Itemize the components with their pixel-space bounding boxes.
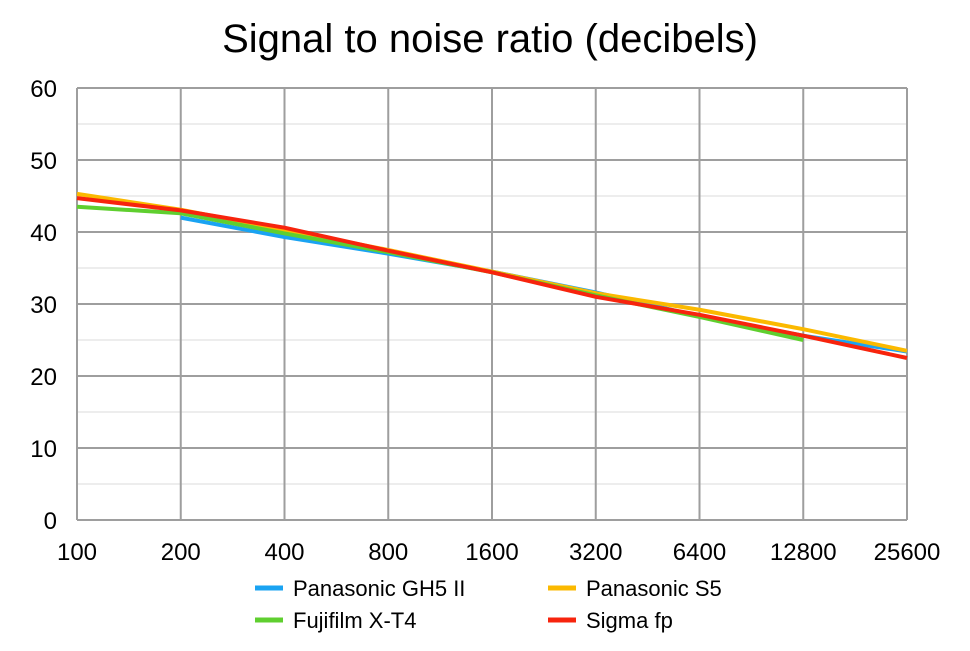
legend-item: Sigma fp	[548, 608, 673, 633]
series-line-fujifilm-x-t4	[76, 204, 804, 342]
axis-labels: 0 10 20 30 40 50 60 100 200 400 800 1600 3200 6400 128…	[30, 76, 940, 566]
series-line-sigma-fp	[76, 196, 908, 360]
y-tick-label: 60	[30, 76, 57, 103]
legend-label: Panasonic S5	[586, 576, 722, 601]
x-tick-label: 6400	[673, 539, 726, 566]
y-tick-label: 50	[30, 148, 57, 175]
y-tick-label: 40	[30, 220, 57, 247]
x-tick-label: 800	[368, 539, 408, 566]
legend-item: Panasonic S5	[548, 576, 722, 601]
x-tick-label: 100	[57, 539, 97, 566]
legend-item: Panasonic GH5 II	[255, 576, 465, 601]
legend-item: Fujifilm X-T4	[255, 608, 416, 633]
y-tick-label: 20	[30, 364, 57, 391]
legend-label: Sigma fp	[586, 608, 673, 633]
x-tick-label: 3200	[569, 539, 622, 566]
grid	[76, 87, 908, 521]
series-lines	[76, 191, 908, 360]
legend-label: Panasonic GH5 II	[293, 576, 465, 601]
legend-label: Fujifilm X-T4	[293, 608, 416, 633]
x-tick-label: 200	[161, 539, 201, 566]
legend: Panasonic GH5 II Panasonic S5 Fujifilm X-T…	[255, 576, 722, 633]
x-tick-label: 1600	[465, 539, 518, 566]
x-tick-label: 12800	[770, 539, 837, 566]
chart-title: Signal to noise ratio (decibels)	[222, 17, 758, 61]
y-tick-label: 0	[44, 508, 57, 535]
x-tick-label: 25600	[874, 539, 941, 566]
y-tick-label: 10	[30, 436, 57, 463]
y-tick-label: 30	[30, 292, 57, 319]
x-tick-label: 400	[264, 539, 304, 566]
